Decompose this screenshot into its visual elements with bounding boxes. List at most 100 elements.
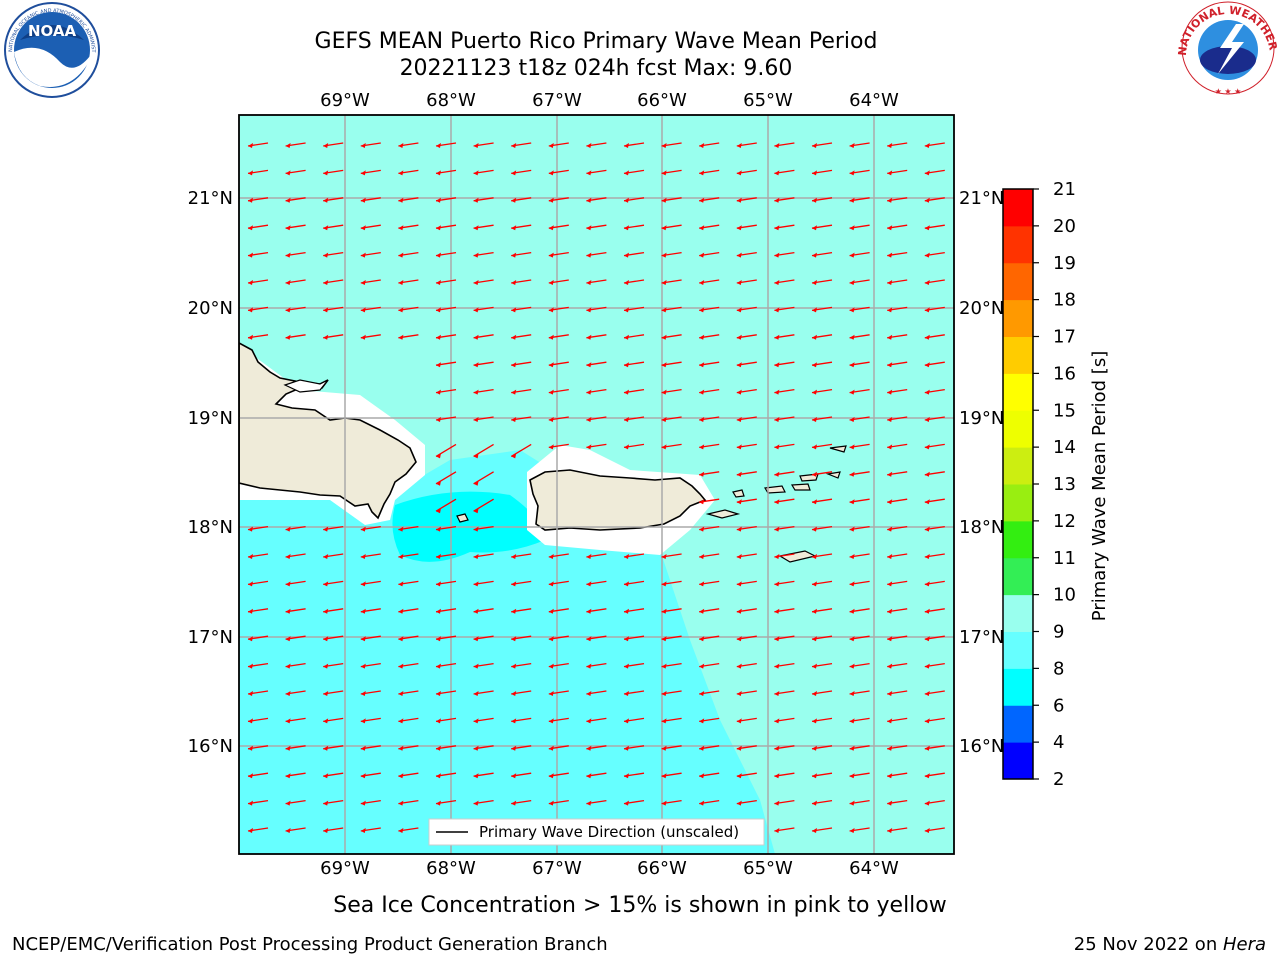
wave-arrow-head <box>812 252 817 258</box>
wave-arrow-head <box>586 389 592 395</box>
wave-arrow-head <box>548 444 554 450</box>
wave-arrow-head <box>812 608 817 614</box>
wave-arrow-head <box>624 691 629 696</box>
wave-arrow-head <box>398 800 404 806</box>
wave-arrow-head <box>436 170 441 176</box>
wave-arrow-head <box>548 143 554 148</box>
wave-arrow-head <box>360 225 366 231</box>
wave-arrow-head <box>624 718 629 724</box>
wave-arrow-head <box>586 800 592 806</box>
wave-arrow-head <box>586 554 592 559</box>
wave-arrow-head <box>548 773 554 779</box>
wave-arrow-head <box>887 691 893 696</box>
wave-arrow-head <box>736 197 742 203</box>
wave-arrow-head <box>924 636 930 642</box>
wave-arrow-head <box>548 608 554 614</box>
wave-arrow-head <box>699 691 705 696</box>
wave-arrow-head <box>248 554 253 559</box>
wave-arrow-head <box>285 526 291 532</box>
wave-arrow-head <box>436 417 441 422</box>
colorbar-swatch <box>1003 557 1033 596</box>
wave-arrow-head <box>511 773 517 779</box>
wave-arrow-head <box>849 800 855 806</box>
st-john-island <box>790 483 811 491</box>
wave-arrow-head <box>812 745 817 751</box>
wave-arrow-head <box>285 691 291 696</box>
wave-arrow-head <box>924 307 930 313</box>
wave-arrow-head <box>473 718 479 724</box>
wave-arrow-head <box>624 252 629 258</box>
wave-arrow-head <box>774 143 780 148</box>
colorbar-label: Primary Wave Mean Period [s] <box>1089 351 1110 621</box>
wave-arrow-head <box>736 526 742 532</box>
colorbar-swatch <box>1003 520 1033 559</box>
wave-arrow-head <box>436 608 441 614</box>
wave-arrow-head <box>924 663 930 669</box>
wave-arrow-head <box>736 170 742 176</box>
noaa-logo: NOAA NATIONAL OCEANIC AND ATMOSPHERIC AD… <box>0 0 100 98</box>
wave-arrow-head <box>661 362 667 368</box>
wave-arrow-head <box>398 691 404 696</box>
wave-arrow-head <box>661 170 667 176</box>
wave-arrow-head <box>511 663 517 669</box>
wave-arrow-head <box>699 334 705 340</box>
wave-arrow-head <box>285 307 291 313</box>
wave-arrow-head <box>887 554 893 559</box>
wave-arrow-head <box>924 745 930 751</box>
wave-arrow-head <box>812 389 817 395</box>
wave-arrow-head <box>887 526 893 532</box>
wave-arrow-head <box>812 170 817 176</box>
wave-arrow-head <box>360 143 366 148</box>
wave-arrow-head <box>473 307 479 313</box>
wave-arrow-head <box>548 170 554 176</box>
wave-arrow-head <box>774 307 780 313</box>
colorbar-swatch <box>1003 705 1033 743</box>
wave-arrow-head <box>812 526 817 532</box>
wave-arrow-head <box>624 334 629 340</box>
wave-arrow-head <box>736 417 742 422</box>
wave-arrow-head <box>511 143 517 148</box>
wave-arrow-head <box>887 773 893 779</box>
wave-arrow-head <box>699 608 705 614</box>
wave-arrow-head <box>924 471 930 477</box>
wave-arrow-head <box>285 636 291 642</box>
wave-arrow-head <box>248 636 253 642</box>
wave-arrow-head <box>473 526 479 532</box>
wave-arrow-head <box>924 828 930 833</box>
wave-arrow-head <box>436 508 441 514</box>
map-frame <box>238 114 955 855</box>
wave-arrow-head <box>624 800 629 806</box>
colorbar-tick-label: 18 <box>1053 290 1076 311</box>
wave-arrow-head <box>360 718 366 724</box>
wave-arrow-head <box>360 663 366 669</box>
legend-label: Primary Wave Direction (unscaled) <box>479 823 739 841</box>
wave-arrow-head <box>774 197 780 203</box>
wave-arrow-head <box>812 307 817 313</box>
wave-arrow-head <box>661 636 667 642</box>
wave-arrow-head <box>398 828 404 833</box>
wave-arrow-head <box>548 663 554 669</box>
wave-arrow-head <box>736 718 742 724</box>
wave-arrow-head <box>398 526 404 532</box>
wave-arrow-head <box>699 773 705 779</box>
wave-arrow-head <box>473 362 479 368</box>
wave-arrow-head <box>849 225 855 231</box>
wave-arrow-head <box>661 718 667 724</box>
wave-arrow-head <box>548 554 554 559</box>
wave-arrow-head <box>586 636 592 642</box>
wave-arrow-head <box>624 554 629 559</box>
wave-arrow-head <box>473 581 479 587</box>
wave-arrow-head <box>436 554 441 559</box>
wave-arrow-head <box>699 417 705 422</box>
wave-arrow-head <box>699 143 705 148</box>
wave-arrow-head <box>887 471 893 477</box>
wave-arrow-head <box>586 143 592 148</box>
colorbar-swatch <box>1003 668 1033 706</box>
wave-arrow-head <box>624 307 629 313</box>
st-thomas-island <box>764 485 786 494</box>
wave-arrow-head <box>586 334 592 340</box>
wave-arrow-head <box>624 444 629 450</box>
wave-arrow-head <box>736 608 742 614</box>
wave-arrow-head <box>624 362 629 368</box>
wave-arrow-head <box>360 307 366 313</box>
